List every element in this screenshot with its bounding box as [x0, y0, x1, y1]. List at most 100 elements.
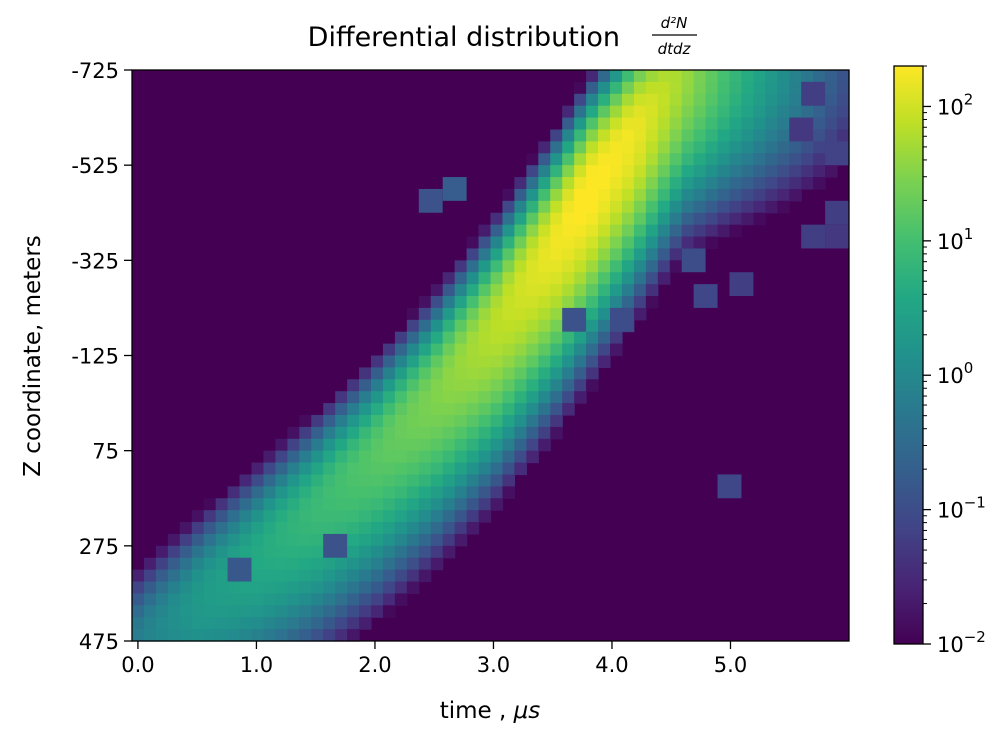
heatmap-cell [167, 593, 181, 606]
heatmap-cell [418, 557, 432, 571]
colorbar-tick-exponent: 2 [964, 90, 974, 108]
heatmap-cell [406, 510, 420, 523]
heatmap-cell [693, 141, 707, 154]
heatmap-cell [347, 438, 360, 452]
heatmap-cell [633, 236, 647, 250]
heatmap-cell [633, 177, 647, 190]
heatmap-cell [633, 307, 647, 321]
heatmap-cell [514, 414, 527, 428]
heatmap-cell [837, 129, 850, 142]
heatmap-cell [430, 462, 444, 476]
heatmap-cell [550, 319, 563, 333]
heatmap-cell [717, 188, 731, 202]
heatmap-cell [394, 545, 408, 559]
heatmap-cell [502, 450, 515, 464]
heatmap-cell [550, 284, 563, 297]
heatmap-cell [645, 296, 659, 309]
heatmap-cell [526, 367, 539, 380]
heatmap-cell [538, 177, 551, 190]
heatmap-cell [287, 617, 300, 630]
heatmap-cell [359, 486, 372, 499]
heatmap-cell [705, 117, 719, 131]
heatmap-cell [263, 533, 276, 547]
heatmap-cell [598, 224, 611, 238]
heatmap-cell [215, 498, 229, 511]
heatmap-cell [562, 224, 575, 238]
heatmap-cell [789, 165, 802, 178]
heatmap-cell [430, 426, 444, 440]
heatmap-cell [681, 93, 695, 107]
heatmap-cell [610, 70, 623, 83]
heatmap-cell [382, 343, 396, 357]
heatmap-cell [753, 188, 766, 202]
heatmap-cell [323, 462, 336, 476]
heatmap-cell [645, 200, 659, 214]
heatmap-cell [263, 498, 276, 511]
heatmap-cell [765, 165, 778, 178]
heatmap-cell [777, 105, 790, 119]
heatmap-cell [645, 284, 659, 297]
heatmap-cell [347, 629, 360, 642]
heatmap-cell [335, 391, 348, 404]
heatmap-cell [538, 355, 551, 368]
x-tick-label: 2.0 [358, 653, 391, 677]
heatmap-cell [514, 284, 527, 297]
heatmap-cell [574, 296, 587, 309]
heatmap-cell [657, 248, 671, 261]
heatmap-cell [347, 522, 360, 535]
heatmap-cell [610, 296, 623, 309]
heatmap-cell [705, 188, 719, 202]
heatmap-cell [418, 545, 432, 559]
heatmap-cell [478, 272, 492, 285]
heatmap-cell [132, 581, 145, 595]
heatmap-cell [430, 367, 444, 380]
heatmap-cell [502, 367, 515, 380]
heatmap-cell [538, 331, 551, 345]
heatmap-cell [502, 272, 515, 285]
heatmap-cell [418, 510, 432, 523]
heatmap-cell [562, 379, 575, 392]
heatmap-cell [610, 105, 623, 119]
heatmap-cell [550, 141, 563, 154]
heatmap-cell [454, 533, 468, 547]
heatmap-cell [430, 379, 444, 392]
heatmap-cell [347, 498, 360, 511]
heatmap-cell [681, 165, 695, 178]
heatmap-cell [394, 367, 408, 380]
heatmap-cell [239, 498, 253, 511]
heatmap-cell [490, 248, 504, 261]
heatmap-cell [323, 486, 336, 499]
heatmap-cell [394, 557, 408, 571]
heatmap-cell [263, 486, 276, 499]
heatmap-cell [311, 414, 324, 428]
heatmap-cell [311, 486, 324, 499]
heatmap-cell [550, 153, 563, 166]
heatmap-cell [191, 617, 205, 630]
heatmap-cell [801, 153, 814, 166]
heatmap-cell [143, 593, 157, 606]
heatmap-cell [550, 414, 563, 428]
heatmap-cell [729, 153, 743, 166]
heatmap-cell [538, 438, 551, 452]
heatmap-cell [335, 569, 348, 583]
heatmap-cell [323, 498, 336, 511]
heatmap-cell [466, 391, 480, 404]
heatmap-cell [466, 284, 480, 297]
heatmap-cell [251, 569, 265, 583]
heatmap-cell [347, 605, 360, 618]
heatmap-cell [538, 367, 551, 380]
heatmap-cell [287, 426, 300, 440]
heatmap-cell [693, 105, 707, 119]
colorbar-tick-label: 102 [937, 90, 973, 119]
heatmap-cell [179, 617, 193, 630]
heatmap-cell [347, 545, 360, 559]
heatmap-cell [311, 462, 324, 476]
heatmap-cell-outlier [693, 284, 718, 308]
heatmap-cell [837, 81, 850, 95]
x-tick-label: 1.0 [240, 653, 273, 677]
heatmap-cell [526, 248, 539, 261]
heatmap-cell [657, 260, 671, 273]
heatmap-cell [813, 153, 826, 166]
heatmap-cell [717, 212, 731, 226]
heatmap-cell [801, 177, 814, 190]
